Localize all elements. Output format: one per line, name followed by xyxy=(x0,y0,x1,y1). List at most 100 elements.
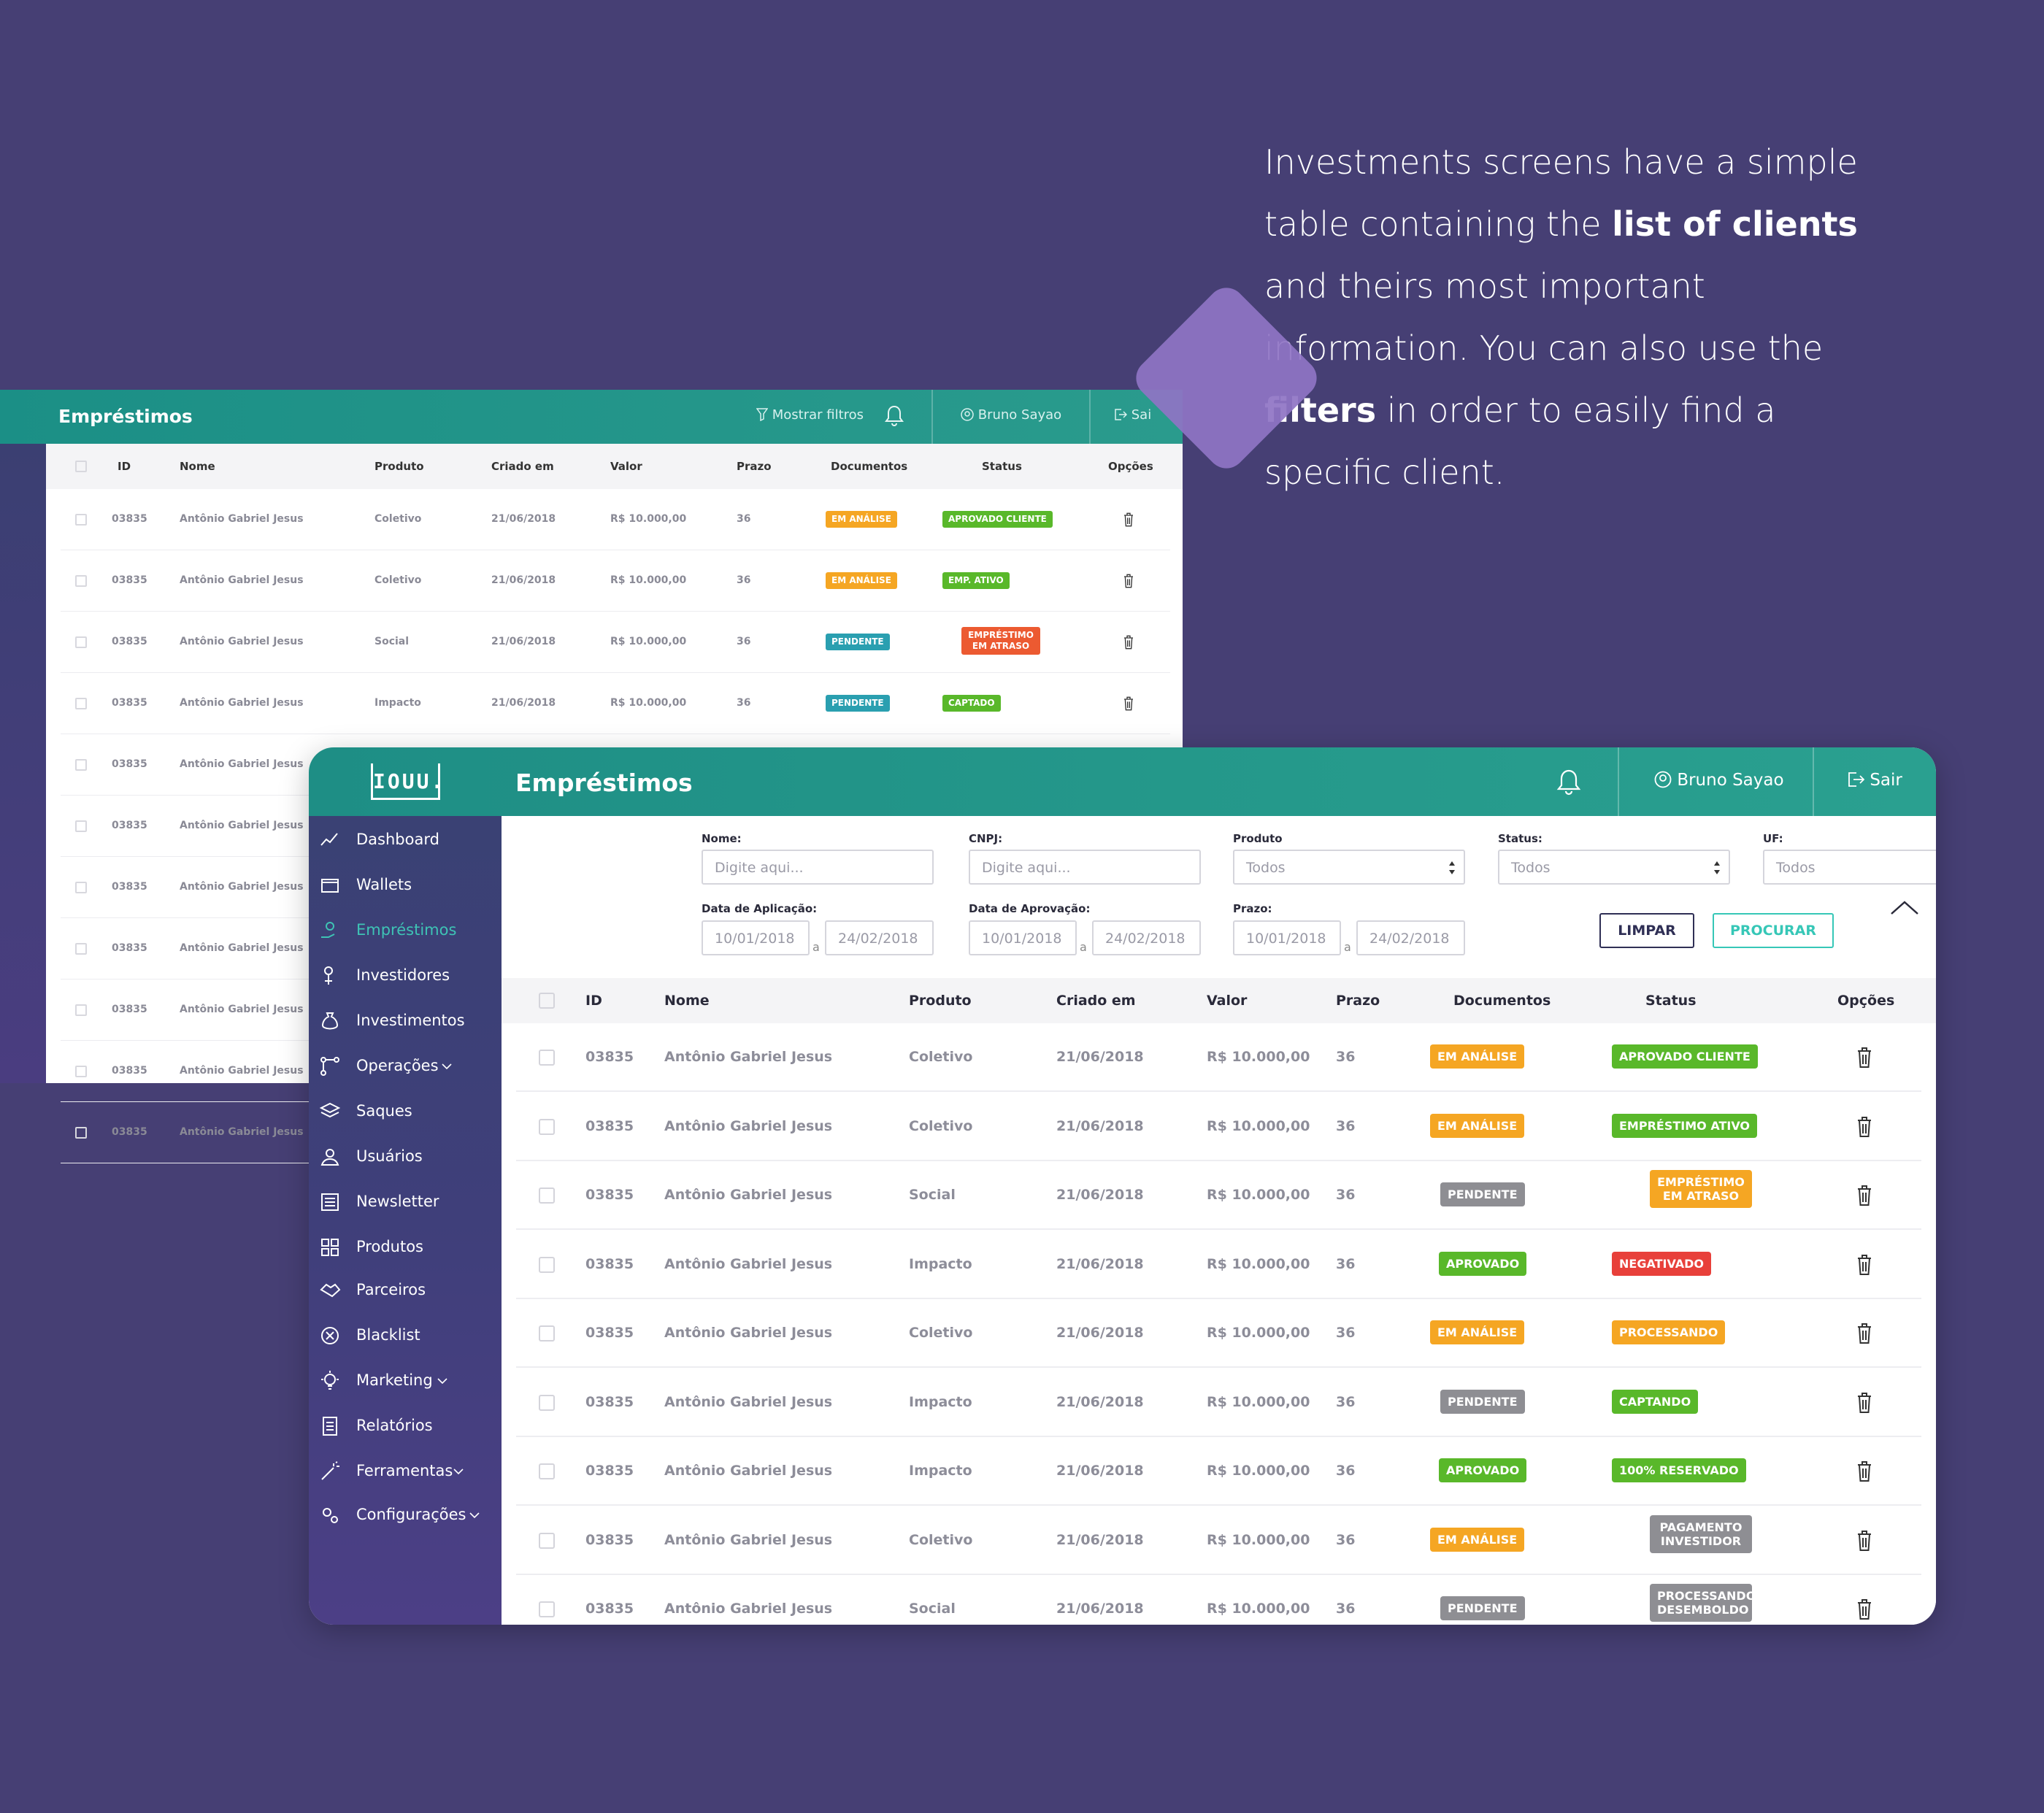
table-row[interactable]: 03835 Antônio Gabriel Jesus Coletivo 21/06/… xyxy=(502,1023,1936,1092)
show-filters-button[interactable]: Mostrar filtros xyxy=(756,407,864,423)
row-nome: Antônio Gabriel Jesus xyxy=(180,697,304,709)
row-checkbox[interactable] xyxy=(75,514,87,526)
sidebar-item-wallets[interactable]: Wallets xyxy=(309,869,502,905)
sidebar-item-blacklist[interactable]: Blacklist xyxy=(309,1319,502,1355)
chevron-down-icon xyxy=(437,1378,447,1385)
operations-icon xyxy=(320,1057,339,1076)
prazo-to-input[interactable]: 24/02/2018 xyxy=(1356,920,1465,955)
row-checkbox[interactable] xyxy=(75,1127,87,1139)
row-checkbox[interactable] xyxy=(539,1325,555,1342)
row-checkbox[interactable] xyxy=(75,882,87,893)
trash-icon[interactable] xyxy=(1856,1047,1872,1069)
sidebar-item-produtos[interactable]: Produtos xyxy=(309,1231,502,1267)
trash-icon[interactable] xyxy=(1123,635,1134,650)
logout-button[interactable]: Sai xyxy=(1114,407,1151,423)
sidebar-item-investimentos[interactable]: Investimentos xyxy=(309,1004,502,1041)
row-checkbox[interactable] xyxy=(539,1256,555,1273)
row-checkbox[interactable] xyxy=(75,575,87,587)
row-checkbox[interactable] xyxy=(75,698,87,709)
sidebar-item-marketing[interactable]: Marketing xyxy=(309,1364,502,1401)
row-checkbox[interactable] xyxy=(539,1394,555,1411)
aplicacao-from-input[interactable]: 10/01/2018 xyxy=(702,920,810,955)
row-checkbox[interactable] xyxy=(539,1601,555,1617)
bell-icon[interactable] xyxy=(885,404,904,428)
search-button[interactable]: PROCURAR xyxy=(1713,913,1834,948)
table-row[interactable]: 03835 Antônio Gabriel Jesus Coletivo 21/06/… xyxy=(502,1093,1936,1161)
aplicacao-to-input[interactable]: 24/02/2018 xyxy=(825,920,934,955)
trash-icon[interactable] xyxy=(1856,1530,1872,1552)
trash-icon[interactable] xyxy=(1856,1116,1872,1138)
row-checkbox[interactable] xyxy=(539,1118,555,1135)
table-row[interactable]: 03835 Antônio Gabriel Jesus Social 21/06/20… xyxy=(502,1161,1936,1230)
row-produto: Impacto xyxy=(909,1255,972,1272)
select-all-checkbox[interactable] xyxy=(75,461,87,472)
trash-icon[interactable] xyxy=(1123,574,1134,588)
row-checkbox[interactable] xyxy=(75,759,87,771)
logout-button[interactable]: Sair xyxy=(1847,771,1902,790)
row-checkbox[interactable] xyxy=(75,1004,87,1016)
trash-icon[interactable] xyxy=(1856,1254,1872,1276)
table-row[interactable]: 03835 Antônio Gabriel Jesus Impacto 21/06/2… xyxy=(502,1437,1936,1506)
chevron-up-icon[interactable] xyxy=(1889,896,1921,918)
row-produto: Coletivo xyxy=(909,1531,973,1548)
sidebar-item-newsletter[interactable]: Newsletter xyxy=(309,1185,502,1222)
chevron-down-icon xyxy=(442,1063,452,1070)
status-select[interactable]: Todos xyxy=(1498,850,1730,885)
row-checkbox[interactable] xyxy=(75,1066,87,1077)
cnpj-input[interactable]: Digite aqui... xyxy=(969,850,1201,885)
trash-icon[interactable] xyxy=(1123,512,1134,527)
sidebar-item-usuarios[interactable]: Usuários xyxy=(309,1140,502,1177)
row-checkbox[interactable] xyxy=(539,1463,555,1479)
clear-button[interactable]: LIMPAR xyxy=(1599,913,1694,948)
caption-part: Investments screens have a simple table … xyxy=(1264,142,1858,244)
user-menu[interactable]: Bruno Sayao xyxy=(961,407,1061,423)
col-id: ID xyxy=(585,993,602,1009)
bell-icon[interactable] xyxy=(1556,768,1581,797)
magic-wand-icon xyxy=(321,1461,339,1480)
row-checkbox[interactable] xyxy=(75,820,87,832)
user-menu[interactable]: Bruno Sayao xyxy=(1654,771,1784,790)
trash-icon[interactable] xyxy=(1856,1392,1872,1414)
sidebar-item-emprestimos[interactable]: Empréstimos xyxy=(309,914,502,950)
sidebar-item-investidores[interactable]: Investidores xyxy=(309,959,502,996)
row-checkbox[interactable] xyxy=(539,1050,555,1066)
table-row[interactable]: 03835 Antônio Gabriel Jesus Social 21/06/20… xyxy=(502,1575,1936,1625)
col-valor: Valor xyxy=(1207,993,1248,1009)
trash-icon[interactable] xyxy=(1856,1323,1872,1344)
range-separator: a xyxy=(1344,940,1351,954)
sidebar-item-dashboard[interactable]: Dashboard xyxy=(309,823,502,860)
row-checkbox[interactable] xyxy=(75,943,87,955)
caption-part: in order to easily find a specific clien… xyxy=(1264,390,1776,492)
trash-icon[interactable] xyxy=(1123,696,1134,711)
table-row[interactable]: 03835 Antônio Gabriel Jesus Coletivo 21/06/… xyxy=(502,1506,1936,1575)
uf-select[interactable]: Todos xyxy=(1763,850,1936,885)
trash-icon[interactable] xyxy=(1856,1598,1872,1620)
sidebar-item-operacoes[interactable]: Operações xyxy=(309,1050,502,1086)
user-name: Bruno Sayao xyxy=(1677,771,1784,790)
sidebar-item-relatorios[interactable]: Relatórios xyxy=(309,1409,502,1446)
produto-select[interactable]: Todos xyxy=(1233,850,1465,885)
row-checkbox[interactable] xyxy=(539,1188,555,1204)
aprovacao-from-input[interactable]: 10/01/2018 xyxy=(969,920,1077,955)
select-all-checkbox[interactable] xyxy=(539,993,555,1009)
doc-badge: EM ANÁLISE xyxy=(1430,1527,1525,1552)
sidebar-item-label: Newsletter xyxy=(356,1193,439,1210)
sidebar-item-saques[interactable]: Saques xyxy=(309,1095,502,1131)
row-prazo: 36 xyxy=(1336,1049,1356,1065)
sidebar-item-ferramentas[interactable]: Ferramentas xyxy=(309,1455,502,1491)
row-divider xyxy=(61,611,1170,612)
logo[interactable]: IOUU. xyxy=(371,763,443,800)
trash-icon[interactable] xyxy=(1856,1185,1872,1206)
aprovacao-to-input[interactable]: 24/02/2018 xyxy=(1092,920,1201,955)
row-checkbox[interactable] xyxy=(539,1532,555,1549)
sidebar-item-configuracoes[interactable]: Configurações xyxy=(309,1498,502,1535)
prazo-from-input[interactable]: 10/01/2018 xyxy=(1233,920,1341,955)
table-row[interactable]: 03835 Antônio Gabriel Jesus Coletivo 21/06/… xyxy=(502,1299,1936,1368)
col-prazo: Prazo xyxy=(737,460,772,473)
row-checkbox[interactable] xyxy=(75,636,87,648)
table-row[interactable]: 03835 Antônio Gabriel Jesus Impacto 21/06/2… xyxy=(502,1369,1936,1437)
sidebar-item-parceiros[interactable]: Parceiros xyxy=(309,1274,502,1310)
table-row[interactable]: 03835 Antônio Gabriel Jesus Impacto 21/06/2… xyxy=(502,1231,1936,1299)
nome-input[interactable]: Digite aqui... xyxy=(702,850,934,885)
trash-icon[interactable] xyxy=(1856,1460,1872,1482)
